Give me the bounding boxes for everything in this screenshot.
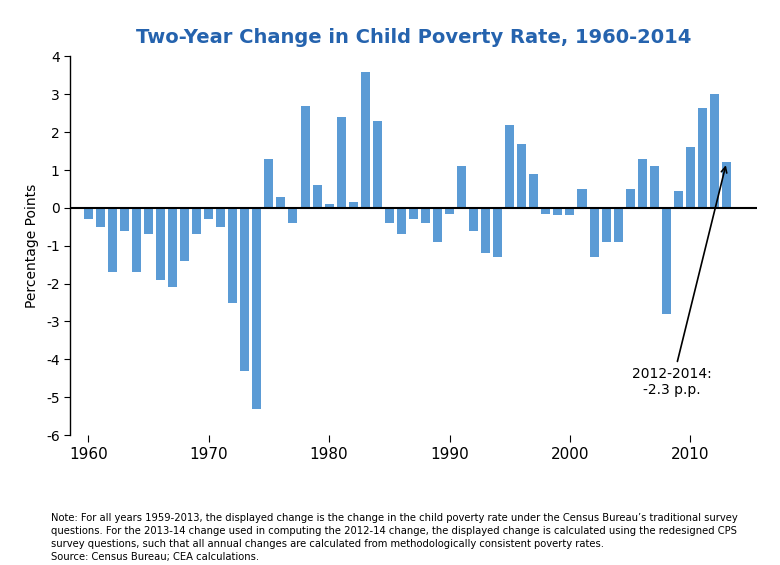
- Bar: [156, 208, 165, 280]
- Bar: [83, 208, 93, 219]
- Bar: [144, 208, 153, 234]
- Bar: [96, 208, 105, 227]
- Bar: [337, 117, 346, 208]
- Bar: [650, 166, 659, 208]
- Bar: [445, 208, 454, 214]
- Bar: [192, 208, 201, 234]
- Bar: [349, 202, 358, 208]
- Bar: [590, 208, 598, 257]
- Title: Two-Year Change in Child Poverty Rate, 1960-2014: Two-Year Change in Child Poverty Rate, 1…: [136, 28, 691, 46]
- Text: 2012-2014:
-2.3 p.p.: 2012-2014: -2.3 p.p.: [633, 167, 727, 397]
- Bar: [566, 208, 574, 215]
- Bar: [120, 208, 129, 231]
- Bar: [541, 208, 551, 214]
- Bar: [577, 189, 587, 208]
- Bar: [638, 159, 647, 208]
- Bar: [661, 208, 671, 314]
- Bar: [324, 204, 334, 208]
- Y-axis label: Percentage Points: Percentage Points: [25, 184, 39, 308]
- Bar: [698, 107, 707, 208]
- Bar: [313, 185, 321, 208]
- Bar: [710, 94, 719, 208]
- Bar: [397, 208, 406, 234]
- Bar: [180, 208, 189, 261]
- Bar: [553, 208, 562, 215]
- Bar: [601, 208, 611, 242]
- Text: Note: For all years 1959-2013, the displayed change is the change in the child p: Note: For all years 1959-2013, the displ…: [51, 512, 737, 562]
- Bar: [216, 208, 225, 227]
- Bar: [108, 208, 117, 272]
- Bar: [530, 174, 538, 208]
- Bar: [517, 144, 526, 208]
- Bar: [409, 208, 418, 219]
- Bar: [168, 208, 177, 288]
- Bar: [300, 106, 310, 208]
- Bar: [204, 208, 213, 219]
- Bar: [505, 125, 514, 208]
- Bar: [253, 208, 261, 408]
- Bar: [626, 189, 635, 208]
- Bar: [674, 191, 682, 208]
- Bar: [481, 208, 490, 253]
- Bar: [469, 208, 478, 231]
- Bar: [229, 208, 237, 303]
- Bar: [722, 163, 731, 208]
- Bar: [686, 147, 695, 208]
- Bar: [385, 208, 394, 223]
- Bar: [421, 208, 430, 223]
- Bar: [493, 208, 502, 257]
- Bar: [433, 208, 442, 242]
- Bar: [240, 208, 250, 371]
- Bar: [360, 72, 370, 208]
- Bar: [264, 159, 274, 208]
- Bar: [457, 166, 466, 208]
- Bar: [289, 208, 297, 223]
- Bar: [614, 208, 622, 242]
- Bar: [276, 197, 285, 208]
- Bar: [132, 208, 141, 272]
- Bar: [373, 121, 381, 208]
